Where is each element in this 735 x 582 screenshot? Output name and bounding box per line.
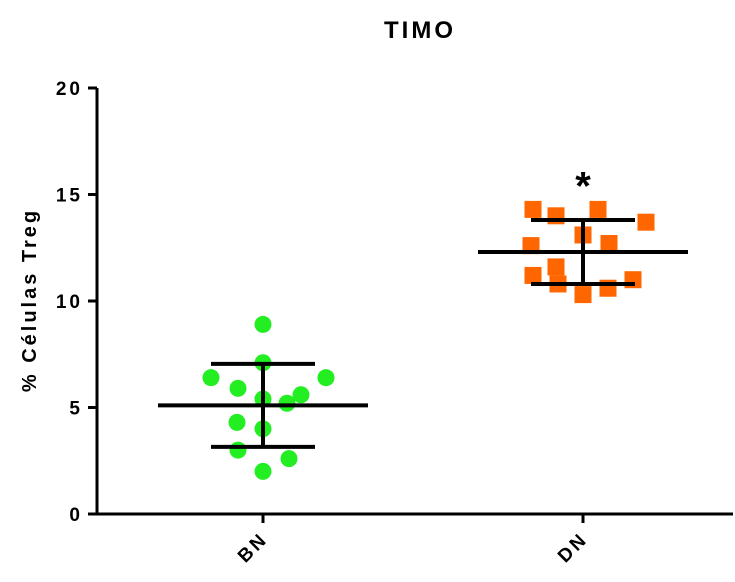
- data-point-bn: [278, 394, 296, 412]
- data-point-bn: [228, 413, 246, 431]
- y-axis-label: % Células Treg: [19, 208, 41, 392]
- data-point-bn: [229, 441, 247, 459]
- x-tick-label: DN: [554, 529, 593, 568]
- y-tick-label: 5: [69, 399, 83, 420]
- data-point-dn: [600, 234, 618, 252]
- data-point-dn: [522, 237, 540, 255]
- x-tick-label: BN: [234, 529, 273, 568]
- chart-title: TIMO: [384, 17, 456, 44]
- data-point-dn: [547, 258, 565, 276]
- data-point-bn: [202, 369, 220, 387]
- data-point-dn: [637, 213, 655, 231]
- data-point-bn: [317, 369, 335, 387]
- y-tick-label: 15: [56, 186, 83, 207]
- data-point-dn: [524, 200, 542, 218]
- y-tick-label: 10: [56, 292, 83, 313]
- y-tick-label: 20: [56, 79, 83, 100]
- axes: 0 5 10 15 20: [56, 79, 733, 526]
- data-points: [202, 200, 655, 480]
- data-point-dn: [524, 266, 542, 284]
- data-point-bn: [254, 315, 272, 333]
- significance-marker: *: [575, 164, 591, 208]
- data-point-dn: [574, 286, 592, 304]
- category-labels: BN DN: [234, 529, 593, 568]
- mean-sd-bars: *: [158, 164, 688, 449]
- data-point-bn: [229, 379, 247, 397]
- data-point-dn: [589, 200, 607, 218]
- data-point-bn: [254, 462, 272, 480]
- y-tick-label: 0: [69, 505, 83, 526]
- data-point-bn: [292, 386, 310, 404]
- data-point-bn: [280, 450, 298, 468]
